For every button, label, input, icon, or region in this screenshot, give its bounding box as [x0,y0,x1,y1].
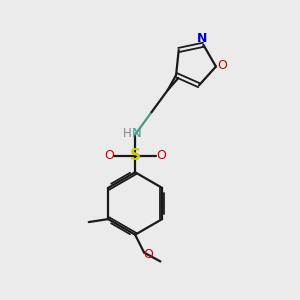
Text: S: S [130,148,141,164]
Text: H: H [122,127,131,140]
Text: N: N [132,127,142,140]
Text: O: O [156,149,166,162]
Text: O: O [104,149,114,162]
Text: O: O [218,58,227,72]
Text: N: N [197,32,207,45]
Text: O: O [144,248,154,260]
